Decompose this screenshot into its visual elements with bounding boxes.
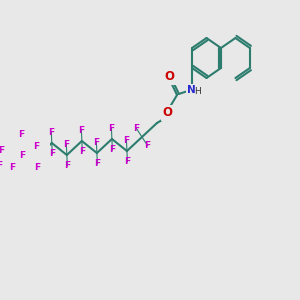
- Text: F: F: [79, 148, 85, 157]
- Text: O: O: [162, 106, 172, 119]
- Text: F: F: [9, 163, 15, 172]
- Text: F: F: [133, 124, 140, 133]
- Text: F: F: [33, 142, 39, 151]
- Text: H: H: [194, 86, 201, 95]
- Text: F: F: [19, 152, 25, 160]
- Text: F: F: [110, 146, 116, 154]
- Text: O: O: [164, 70, 175, 83]
- Text: F: F: [0, 146, 4, 155]
- Text: F: F: [93, 137, 99, 146]
- Text: F: F: [78, 125, 84, 134]
- Text: F: F: [49, 149, 56, 158]
- Text: F: F: [108, 124, 115, 133]
- Text: F: F: [48, 128, 54, 136]
- Text: F: F: [64, 161, 70, 170]
- Text: F: F: [63, 140, 69, 148]
- Text: F: F: [123, 136, 130, 145]
- Text: F: F: [18, 130, 24, 139]
- Text: F: F: [94, 160, 101, 169]
- Text: F: F: [34, 164, 40, 172]
- Text: F: F: [124, 158, 130, 166]
- Text: F: F: [145, 141, 151, 150]
- Text: F: F: [0, 161, 2, 170]
- Text: N: N: [187, 85, 196, 95]
